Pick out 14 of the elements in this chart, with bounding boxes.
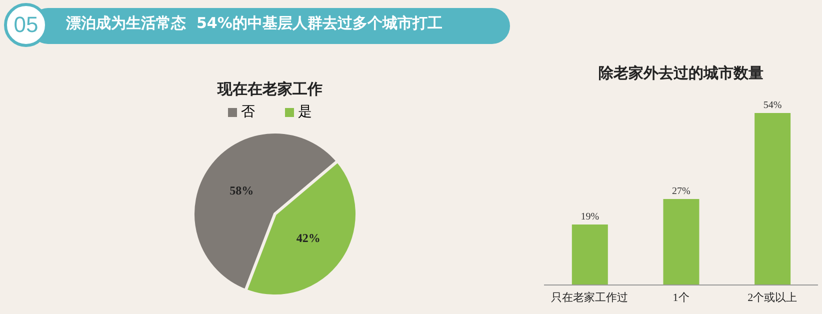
- data-label: 19%: [580, 211, 600, 222]
- chart-title: 现在在老家工作: [216, 80, 324, 99]
- chart-title: 除老家外去过的城市数量: [598, 64, 764, 83]
- data-label: 58%: [230, 184, 254, 198]
- data-label: 42%: [296, 231, 320, 246]
- text: 漂泊成为生活常态 54%的中基层人群去过多个城市打工: [66, 14, 442, 33]
- data-label: 27%: [672, 186, 690, 197]
- x-tick-label: 只在老家工作过: [551, 290, 628, 304]
- legend-label: 否: [240, 103, 255, 121]
- x-tick-label: 1个: [672, 292, 690, 304]
- legend-label: 是: [297, 103, 312, 121]
- text: 05: [14, 12, 38, 38]
- data-label: 54%: [763, 100, 782, 111]
- x-tick-label: 2个或以上: [748, 290, 798, 304]
